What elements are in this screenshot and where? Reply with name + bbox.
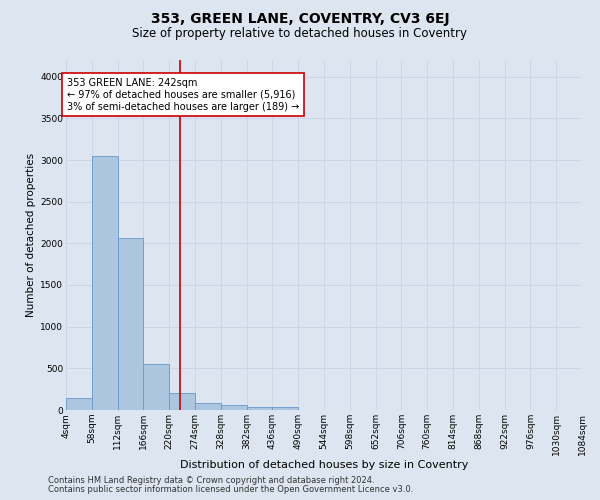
Bar xyxy=(272,407,298,410)
Text: Contains public sector information licensed under the Open Government Licence v3: Contains public sector information licen… xyxy=(48,485,413,494)
Bar xyxy=(169,392,195,410)
Y-axis label: Number of detached properties: Number of detached properties xyxy=(26,153,36,317)
Bar xyxy=(221,406,247,410)
Text: 353 GREEN LANE: 242sqm
← 97% of detached houses are smaller (5,916)
3% of semi-d: 353 GREEN LANE: 242sqm ← 97% of detached… xyxy=(67,78,299,112)
X-axis label: Distribution of detached houses by size in Coventry: Distribution of detached houses by size … xyxy=(180,460,468,470)
Bar xyxy=(143,364,169,410)
Text: Contains HM Land Registry data © Crown copyright and database right 2024.: Contains HM Land Registry data © Crown c… xyxy=(48,476,374,485)
Bar xyxy=(92,156,118,410)
Bar xyxy=(66,398,92,410)
Text: 353, GREEN LANE, COVENTRY, CV3 6EJ: 353, GREEN LANE, COVENTRY, CV3 6EJ xyxy=(151,12,449,26)
Text: Size of property relative to detached houses in Coventry: Size of property relative to detached ho… xyxy=(133,28,467,40)
Bar xyxy=(118,238,143,410)
Bar xyxy=(247,407,272,410)
Bar xyxy=(195,403,221,410)
